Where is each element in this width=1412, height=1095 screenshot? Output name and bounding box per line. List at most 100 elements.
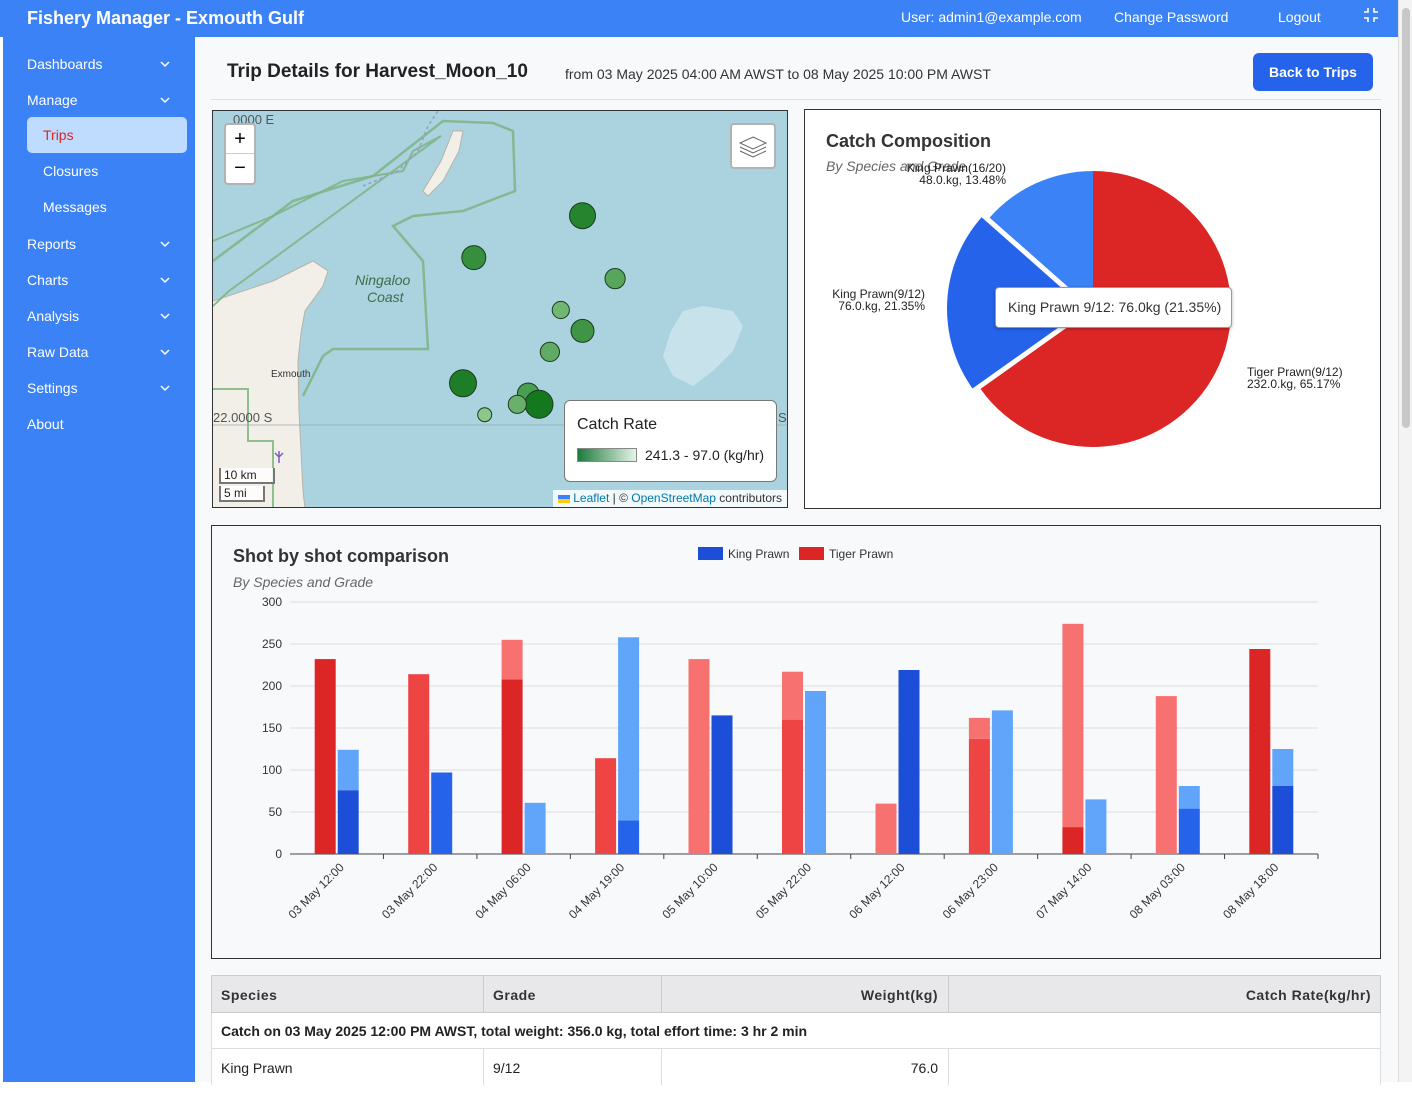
sidebar-item-analysis[interactable]: Analysis	[27, 308, 177, 328]
back-to-trips-button[interactable]: Back to Trips	[1253, 53, 1373, 91]
sidebar-item-dashboards[interactable]: Dashboards	[27, 56, 177, 76]
sidebar-item-label: Settings	[27, 380, 78, 396]
chevron-down-icon	[160, 97, 170, 104]
bar-segment[interactable]	[1062, 827, 1084, 854]
y-tick-label: 0	[275, 847, 282, 861]
legend-gradient	[577, 448, 637, 462]
bar-segment[interactable]	[968, 717, 990, 739]
trip-map[interactable]: 22.0000 S S 0000 E Ningaloo Coast Exmout…	[212, 110, 788, 508]
bar-segment[interactable]	[618, 637, 640, 821]
bar-segment[interactable]	[875, 803, 897, 854]
pie-tooltip: King Prawn 9/12: 76.0kg (21.35%)	[995, 287, 1232, 328]
bar-segment[interactable]	[431, 772, 453, 855]
col-divider	[661, 1049, 662, 1085]
bar-segment[interactable]	[898, 670, 920, 854]
bar-segment[interactable]	[805, 691, 826, 854]
catch-point[interactable]	[604, 268, 626, 290]
change-password-link[interactable]: Change Password	[1114, 9, 1229, 25]
bar-segment[interactable]	[688, 659, 710, 854]
bar-segment[interactable]	[408, 674, 430, 854]
bar-segment[interactable]	[968, 738, 990, 854]
catch-point[interactable]	[570, 318, 595, 343]
lat-label-right: S	[778, 410, 787, 425]
x-tick-label: 06 May 23:00	[940, 860, 1002, 922]
bar-segment[interactable]	[618, 820, 640, 854]
bar-canvas[interactable]: 0 50 100 150 200 250 300 03 May 12:00 03 May 22:…	[212, 526, 1380, 958]
fullscreen-icon[interactable]	[1362, 6, 1380, 24]
sidebar-item-label: Trips	[43, 127, 74, 143]
zoom-control[interactable]: + −	[224, 123, 256, 185]
sidebar-item-about[interactable]: About	[27, 416, 177, 436]
bar-segment[interactable]	[711, 715, 733, 854]
pie-label: King Prawn(9/12)	[832, 287, 925, 301]
page-scrollbar[interactable]	[1398, 0, 1412, 1082]
bar-segment[interactable]	[501, 639, 523, 680]
shot-comparison-chart: Shot by shot comparison By Species and G…	[211, 525, 1381, 959]
lat-label: 22.0000 S	[213, 410, 273, 425]
bar-segment[interactable]	[1272, 786, 1294, 854]
bar-segment[interactable]	[1085, 799, 1107, 854]
bar-segment[interactable]	[1062, 623, 1084, 828]
bar-segment[interactable]	[337, 749, 359, 791]
pie-slice[interactable]	[989, 171, 1093, 309]
leaflet-link[interactable]: Leaflet	[573, 491, 610, 505]
col-divider	[483, 1049, 484, 1085]
sidebar: Dashboards Manage Trips Closures Message…	[3, 37, 195, 1082]
sidebar-item-messages[interactable]: Messages	[27, 189, 187, 225]
sidebar-item-raw-data[interactable]: Raw Data	[27, 344, 177, 364]
catch-point[interactable]	[507, 394, 527, 414]
bar-segment[interactable]	[782, 671, 803, 720]
layers-button[interactable]	[730, 123, 776, 169]
legend-label[interactable]: King Prawn	[728, 547, 789, 561]
sidebar-item-label: Reports	[27, 236, 77, 252]
col-divider	[948, 976, 949, 1012]
bar-segment[interactable]	[524, 802, 546, 854]
bar-segment[interactable]	[595, 758, 617, 854]
catch-point[interactable]	[461, 245, 487, 271]
catch-table: Species Grade Weight(kg) Catch Rate(kg/h…	[211, 975, 1381, 1095]
sidebar-item-trips[interactable]: Trips	[27, 117, 187, 153]
sidebar-item-charts[interactable]: Charts	[27, 272, 177, 292]
divider	[211, 99, 1381, 100]
catch-point[interactable]	[569, 202, 596, 230]
catch-point[interactable]	[524, 389, 554, 419]
pie-value-label: 48.0.kg, 13.48%	[919, 173, 1006, 187]
sidebar-item-manage[interactable]: Manage	[27, 92, 177, 112]
zoom-out-button[interactable]: −	[234, 157, 246, 179]
sidebar-item-reports[interactable]: Reports	[27, 236, 177, 256]
scrollbar-thumb[interactable]	[1402, 8, 1410, 428]
pie-label: King Prawn(16/20)	[907, 161, 1006, 175]
bar-segment[interactable]	[991, 710, 1013, 854]
pie-value-label: 232.0.kg, 65.17%	[1247, 377, 1341, 391]
sidebar-item-label: Raw Data	[27, 344, 89, 360]
y-tick-label: 150	[262, 721, 282, 735]
logout-link[interactable]: Logout	[1278, 9, 1321, 25]
sidebar-item-closures[interactable]: Closures	[27, 153, 187, 189]
land-mass	[213, 261, 328, 507]
bar-segment[interactable]	[1272, 749, 1294, 786]
catch-point[interactable]	[551, 300, 570, 320]
bar-segment[interactable]	[1178, 808, 1200, 854]
sidebar-item-settings[interactable]: Settings	[27, 380, 177, 400]
bar-segment[interactable]	[314, 659, 336, 854]
bar-segment[interactable]	[337, 790, 359, 854]
catch-point[interactable]	[449, 369, 477, 398]
bar-segment[interactable]	[501, 679, 523, 854]
main-content: Trip Details for Harvest_Moon_10 from 03…	[195, 37, 1398, 1085]
legend-swatch[interactable]	[799, 547, 824, 560]
legend-swatch[interactable]	[698, 547, 723, 560]
zoom-in-button[interactable]: +	[226, 125, 254, 154]
legend-title: Catch Rate	[577, 416, 658, 433]
scale-km: 10 km	[219, 468, 275, 484]
col-species: Species	[221, 987, 278, 1003]
legend-label[interactable]: Tiger Prawn	[829, 547, 893, 561]
bar-segment[interactable]	[782, 719, 803, 854]
catch-point[interactable]	[539, 341, 560, 362]
map-canvas[interactable]: 22.0000 S S 0000 E Ningaloo Coast Exmout…	[213, 111, 788, 508]
catch-point[interactable]	[477, 407, 493, 423]
bar-segment[interactable]	[1249, 649, 1271, 854]
x-tick-label: 05 May 22:00	[753, 860, 815, 922]
osm-link[interactable]: OpenStreetMap	[631, 491, 716, 505]
bar-segment[interactable]	[1178, 786, 1200, 809]
bar-segment[interactable]	[1155, 696, 1177, 854]
